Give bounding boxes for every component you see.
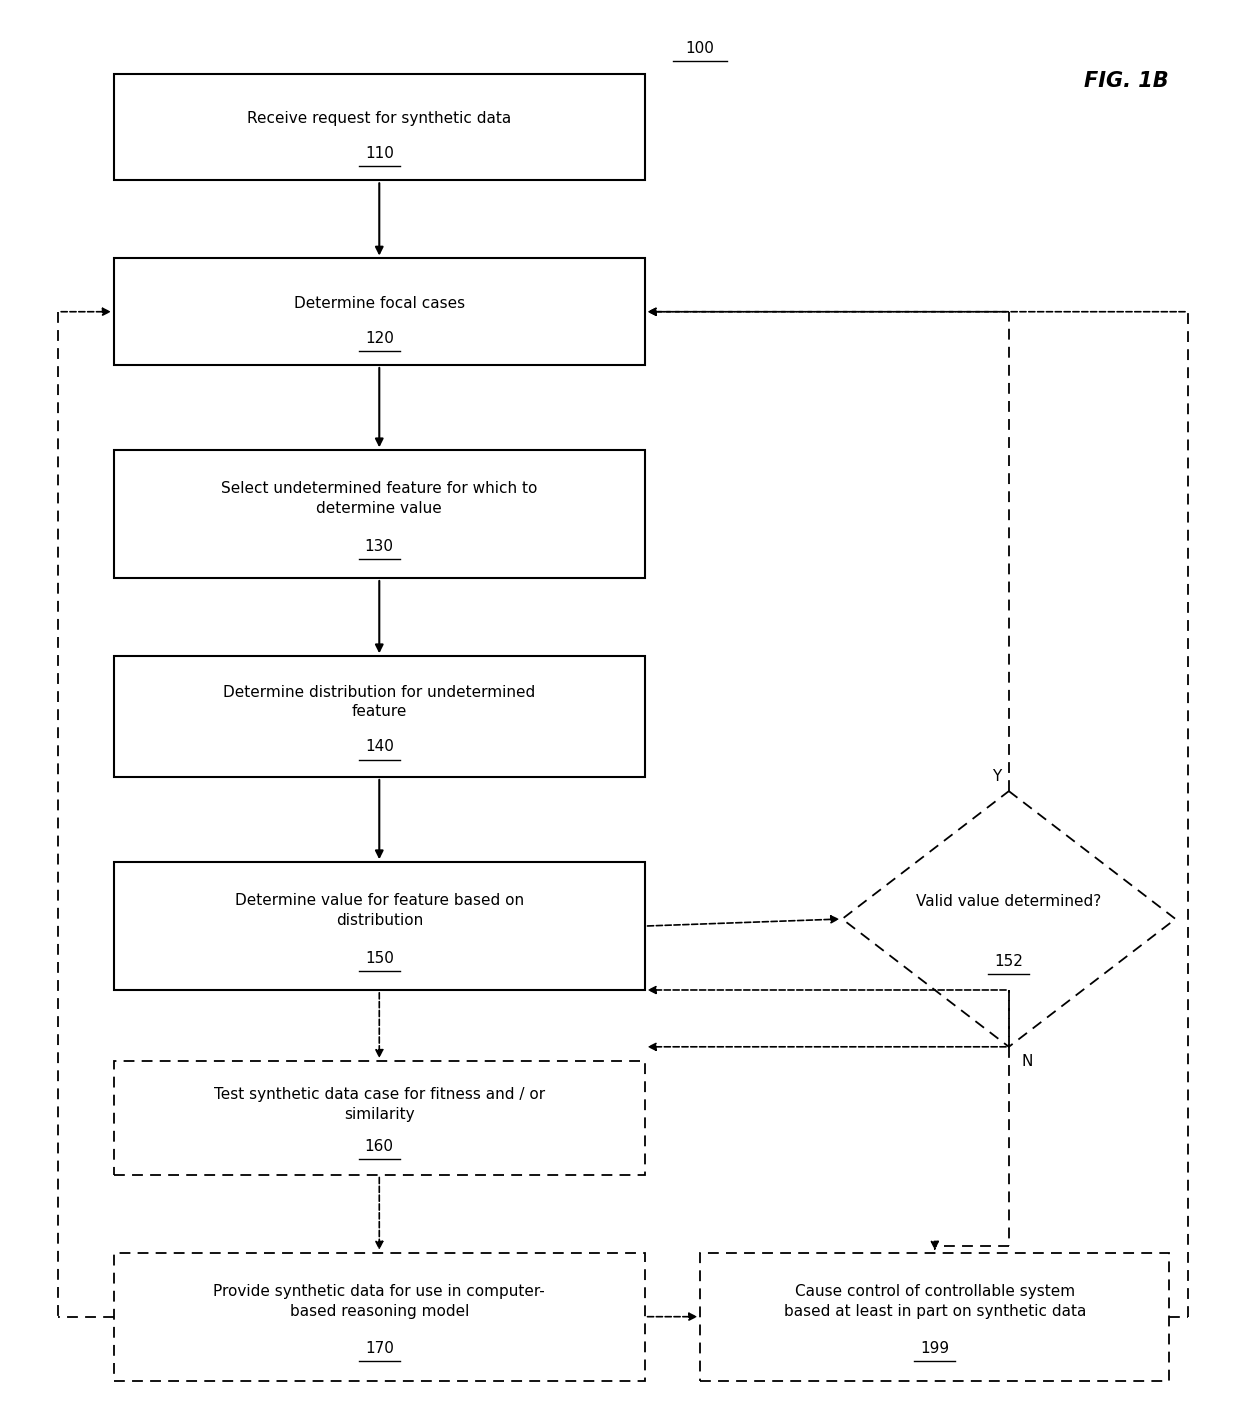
Text: 152: 152 [994, 954, 1023, 970]
Polygon shape [842, 791, 1176, 1047]
Text: FIG. 1B: FIG. 1B [1084, 71, 1168, 91]
Bar [701, 1253, 1169, 1380]
Text: Cause control of controllable system
based at least in part on synthetic data: Cause control of controllable system bas… [784, 1283, 1086, 1319]
Text: Select undetermined feature for which to
determine value: Select undetermined feature for which to… [221, 482, 537, 516]
Text: 160: 160 [365, 1139, 394, 1154]
Text: 199: 199 [920, 1340, 950, 1356]
Text: Y: Y [992, 769, 1001, 784]
Bar [114, 451, 645, 578]
Text: 150: 150 [365, 951, 394, 965]
Text: Determine focal cases: Determine focal cases [294, 295, 465, 311]
Text: Provide synthetic data for use in computer-
based reasoning model: Provide synthetic data for use in comput… [213, 1283, 546, 1319]
Text: Determine value for feature based on
distribution: Determine value for feature based on dis… [234, 893, 523, 928]
Bar [114, 74, 645, 180]
Bar [114, 258, 645, 365]
Text: 170: 170 [365, 1340, 394, 1356]
Text: Test synthetic data case for fitness and / or
similarity: Test synthetic data case for fitness and… [213, 1087, 544, 1122]
Text: Valid value determined?: Valid value determined? [916, 894, 1101, 910]
Text: N: N [1022, 1054, 1033, 1070]
Text: 110: 110 [365, 147, 394, 161]
Bar [114, 863, 645, 990]
Text: Receive request for synthetic data: Receive request for synthetic data [247, 111, 511, 125]
Text: 140: 140 [365, 739, 394, 754]
Text: Determine distribution for undetermined
feature: Determine distribution for undetermined … [223, 684, 536, 720]
Bar [114, 1253, 645, 1380]
Text: 100: 100 [686, 41, 714, 56]
Text: 120: 120 [365, 331, 394, 347]
Bar [114, 656, 645, 777]
Bar [114, 1061, 645, 1175]
Text: 130: 130 [365, 539, 394, 553]
